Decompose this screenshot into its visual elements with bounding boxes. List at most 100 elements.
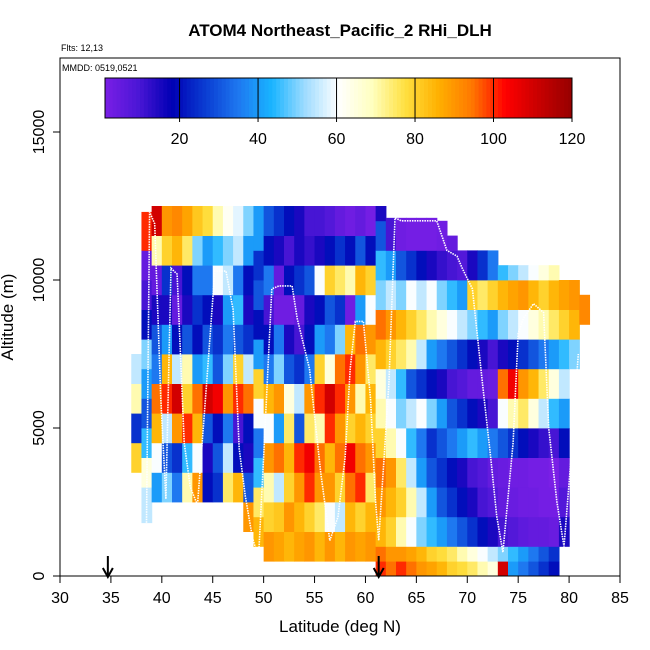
- chart-title: ATOM4 Northeast_Pacific_2 RHi_DLH: [188, 21, 492, 40]
- heatmap-cell: [528, 428, 540, 458]
- colorbar-step: [416, 78, 421, 118]
- colorbar-tick-label: 60: [328, 131, 346, 148]
- y-axis-label: Altitude (m): [0, 274, 17, 361]
- heatmap-cell: [528, 487, 540, 518]
- heatmap-cell: [569, 280, 580, 310]
- heatmap-cell: [426, 309, 438, 340]
- colorbar-step: [455, 78, 460, 118]
- colorbar-step: [272, 78, 277, 118]
- heatmap-cell: [416, 250, 428, 281]
- heatmap-cell: [314, 265, 326, 296]
- heatmap-cell: [172, 472, 183, 503]
- colorbar-step: [140, 78, 145, 118]
- y-tick-label: 0: [31, 571, 48, 580]
- heatmap-cell: [324, 442, 336, 473]
- heatmap-cell: [538, 428, 550, 458]
- heatmap-cell: [355, 442, 367, 473]
- heatmap-cell: [345, 502, 356, 532]
- heatmap-cell: [477, 428, 489, 458]
- heatmap-cell: [497, 398, 509, 429]
- heatmap-cell: [253, 368, 265, 399]
- heatmap-cell: [385, 250, 397, 281]
- heatmap-cell: [273, 472, 285, 503]
- heatmap-cell: [487, 339, 499, 370]
- heatmap-cell: [182, 442, 193, 473]
- heatmap-cell: [528, 398, 540, 429]
- colorbar-step: [241, 78, 246, 118]
- heatmap-cell: [375, 457, 387, 488]
- heatmap-cell: [304, 354, 316, 384]
- heatmap-cell: [396, 250, 407, 281]
- colorbar-step: [295, 78, 301, 118]
- heatmap-cell: [263, 413, 275, 444]
- heatmap-cell: [263, 206, 275, 236]
- heatmap-cell: [548, 280, 560, 310]
- heatmap-cell: [314, 324, 326, 355]
- heatmap-cell: [558, 457, 570, 488]
- heatmap-cell: [284, 531, 295, 562]
- x-tick-label: 50: [255, 590, 273, 607]
- heatmap-cell: [375, 309, 387, 340]
- heatmap-cell: [284, 472, 295, 503]
- heatmap-cell: [548, 487, 560, 518]
- heatmap-cell: [141, 428, 153, 458]
- heatmap-cell: [172, 354, 183, 384]
- x-tick-label: 85: [611, 590, 629, 607]
- heatmap-cell: [497, 339, 509, 370]
- heatmap-cell: [558, 398, 570, 429]
- heatmap-cell: [334, 206, 346, 236]
- heatmap-cell: [457, 250, 468, 281]
- heatmap-cell: [243, 442, 255, 473]
- heatmap-cell: [416, 309, 428, 340]
- heatmap-cell: [172, 324, 183, 355]
- colorbar-step: [124, 78, 129, 118]
- heatmap-cell: [548, 546, 560, 562]
- heatmap-cell: [243, 265, 255, 296]
- colorbar-step: [221, 78, 227, 118]
- heatmap-cell: [528, 368, 540, 399]
- colorbar-tick-label: 40: [249, 131, 267, 148]
- heatmap-cell: [324, 235, 336, 266]
- heatmap-cell: [273, 324, 285, 355]
- heatmap-cell: [253, 250, 265, 281]
- heatmap-cell: [222, 472, 234, 503]
- heatmap-cell: [477, 546, 489, 562]
- heatmap-cell: [294, 413, 305, 444]
- heatmap-cell: [396, 546, 407, 562]
- colorbar-step: [517, 78, 522, 118]
- colorbar-step: [167, 78, 172, 118]
- heatmap-cell: [487, 368, 499, 399]
- heatmap-cell: [334, 265, 346, 296]
- heatmap-cell: [263, 354, 275, 384]
- heatmap-cell: [222, 324, 234, 355]
- heatmap-cell: [416, 487, 428, 518]
- x-tick-label: 30: [51, 590, 69, 607]
- heatmap-cell: [334, 442, 346, 473]
- heatmap-cell: [172, 383, 183, 414]
- heatmap-cell: [182, 265, 193, 296]
- colorbar-step: [280, 78, 285, 118]
- x-tick-label: 55: [306, 590, 324, 607]
- heatmap-cell: [314, 383, 326, 414]
- colorbar-step: [568, 78, 573, 118]
- heatmap-cell: [548, 339, 560, 370]
- colorbar-step: [182, 78, 188, 118]
- heatmap-cell: [161, 324, 173, 355]
- colorbar-step: [540, 78, 546, 118]
- heatmap-cell: [345, 206, 356, 236]
- heatmap-cell: [375, 250, 387, 281]
- colorbar-step: [490, 78, 495, 118]
- heatmap-cell: [548, 309, 560, 340]
- heatmap-cell: [324, 206, 336, 236]
- heatmap-cell: [497, 428, 509, 458]
- heatmap-cell: [467, 561, 479, 577]
- colorbar-step: [408, 78, 413, 118]
- heatmap-cell: [385, 398, 397, 429]
- colorbar-step: [147, 78, 153, 118]
- heatmap-cells: [131, 206, 591, 577]
- heatmap-cell: [284, 354, 295, 384]
- heatmap-cell: [385, 487, 397, 518]
- heatmap-cell: [416, 398, 428, 429]
- colorbar-step: [291, 78, 297, 118]
- heatmap-cell: [375, 546, 387, 562]
